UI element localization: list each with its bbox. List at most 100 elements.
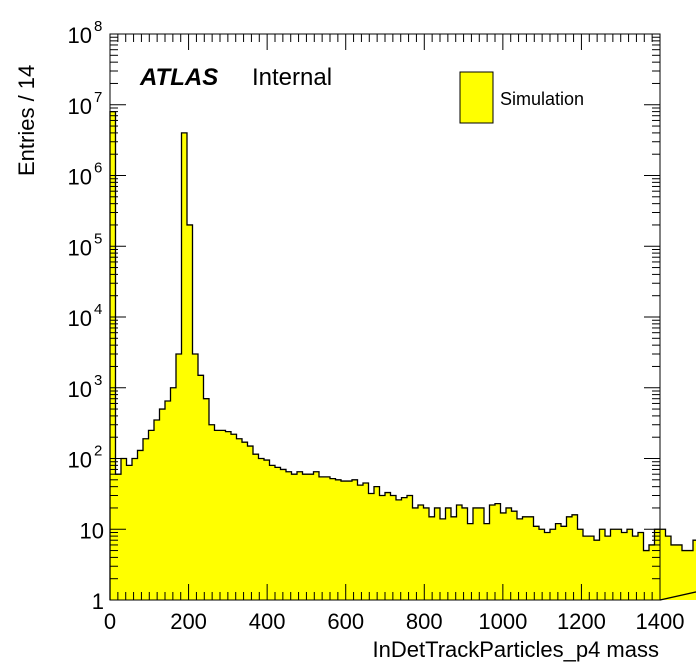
histogram-bin [258, 458, 264, 600]
histogram-bin [456, 505, 462, 600]
histogram-bin [605, 536, 611, 600]
x-tick-labels: 0 200 400 600 800 1000 1200 1400 [104, 609, 685, 634]
histogram-bin [467, 523, 473, 600]
histogram-bin [616, 529, 622, 600]
histogram-bin [341, 481, 347, 600]
histogram-bin [330, 478, 336, 600]
histogram-bin [445, 507, 451, 600]
histogram-bin [528, 516, 534, 600]
histogram-bin [643, 550, 649, 600]
histogram-bars [109, 110, 696, 601]
histogram-bin [110, 111, 116, 600]
histogram-bin [352, 479, 358, 600]
histogram-bin [192, 353, 198, 600]
histogram-bin [533, 526, 539, 600]
histogram-bin [654, 529, 660, 600]
histogram-bin [660, 529, 666, 600]
y-tick-label: 10 [68, 165, 92, 190]
histogram-outline [109, 110, 696, 601]
histogram-bin [583, 536, 589, 600]
histogram-bin [462, 507, 468, 600]
y-tick-label: 10 [80, 518, 104, 543]
histogram-bin [209, 424, 215, 600]
histogram-bin [473, 507, 479, 600]
y-tick-exponent: 2 [94, 443, 102, 460]
x-tick-label: 400 [249, 609, 286, 634]
histogram-bin [396, 499, 402, 600]
histogram-bin [115, 474, 121, 600]
histogram-bin [176, 353, 182, 600]
y-tick-exponent: 5 [94, 230, 102, 247]
histogram-bin [627, 529, 633, 600]
y-tick-label: 10 [68, 448, 92, 473]
histogram-bin [275, 467, 281, 600]
histogram-bin [137, 450, 143, 600]
histogram-bin [203, 398, 209, 600]
histogram-bin [478, 507, 484, 600]
histogram-bin [269, 465, 275, 600]
histogram-bin [632, 536, 638, 600]
histogram-bin [170, 387, 176, 600]
histogram-bin [165, 400, 171, 600]
y-tick-exponent: 6 [94, 160, 102, 177]
y-tick-label: 10 [68, 306, 92, 331]
histogram-bin [682, 550, 688, 600]
histogram-bin [693, 540, 696, 600]
legend: Simulation [459, 71, 584, 124]
histogram-bin [132, 458, 138, 600]
histogram-bin [379, 495, 385, 600]
y-tick-exponent: 4 [94, 301, 102, 318]
histogram-bin [522, 516, 528, 600]
histogram-bin [313, 471, 319, 600]
histogram-bin [187, 224, 193, 600]
histogram-bin [159, 409, 165, 600]
histogram-bin [335, 479, 341, 600]
histogram-bin [550, 529, 556, 600]
histogram-bin [418, 505, 424, 600]
x-tick-label: 1400 [636, 609, 685, 634]
histogram-bin [599, 529, 605, 600]
histogram-bin [401, 497, 407, 600]
x-tick-label: 1000 [478, 609, 527, 634]
histogram-bin [517, 518, 523, 600]
histogram-bin [429, 516, 435, 600]
histogram-bin [181, 132, 187, 601]
histogram-bin [302, 474, 308, 600]
histogram-bin [649, 544, 655, 600]
axis-ticks [109, 34, 661, 601]
histogram-bin [555, 523, 561, 600]
histogram-bin [357, 485, 363, 600]
x-tick-label: 0 [104, 609, 116, 634]
histogram-bin [324, 476, 330, 600]
x-tick-label: 800 [406, 609, 443, 634]
histogram-bin [495, 503, 501, 600]
histogram-bin [220, 430, 226, 600]
histogram-bin [225, 431, 231, 600]
atlas-label: ATLAS [139, 64, 218, 91]
atlas-status-label: Internal [252, 64, 332, 91]
histogram-bin [506, 507, 512, 600]
histogram-bin [561, 526, 567, 600]
histogram-bin [621, 532, 627, 600]
histogram-bin [390, 495, 396, 600]
y-tick-label: 1 [92, 589, 104, 614]
histogram-bin [588, 536, 594, 600]
histogram-bin [154, 420, 160, 600]
histogram-bin [291, 474, 297, 600]
histogram-bin [385, 492, 391, 600]
histogram-bin [412, 507, 418, 600]
histogram-bin [434, 507, 440, 600]
histogram-bin [198, 375, 204, 600]
y-axis-title: Entries / 14 [14, 65, 39, 176]
y-tick-exponent: 8 [94, 18, 102, 35]
histogram-bin [214, 430, 220, 600]
histogram-bin [247, 446, 253, 600]
y-tick-exponent: 7 [94, 89, 102, 106]
histogram-bin [665, 536, 671, 600]
legend-label: Simulation [500, 89, 584, 109]
y-tick-label: 10 [68, 377, 92, 402]
histogram-bin [610, 529, 616, 600]
y-tick-exponent: 3 [94, 372, 102, 389]
